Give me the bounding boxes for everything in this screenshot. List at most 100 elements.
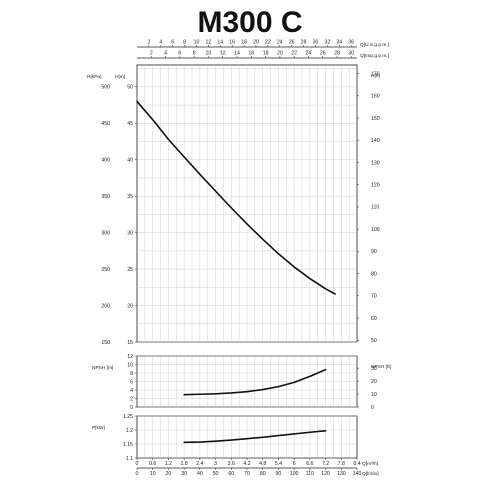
panel-npsh-right-axis-tick-label: 0 <box>371 405 374 411</box>
panel-head-left-axis-1-tick-label: 15 <box>127 340 133 346</box>
top-axis-0-label: Q[U.S.g.p.m.] <box>360 42 389 48</box>
panel-npsh-left-axis-0-tick-label: 0 <box>130 405 133 411</box>
panel-head-right-axis-label: H[ft] <box>371 73 380 79</box>
bottom-axis-1-label: Q[l/min] <box>362 471 379 477</box>
bottom-axis-0-tick-label: 3.6 <box>228 461 235 467</box>
top-axis-0-tick-label: 20 <box>253 40 259 46</box>
panel-head-right-axis-tick-label: 140 <box>371 138 380 144</box>
panel-power-left-axis-0-tick-label: 1.15 <box>123 442 133 448</box>
panel-npsh-left-axis-0-tick-label: 6 <box>130 379 133 385</box>
panel-head-left-axis-1-tick-label: 30 <box>127 230 133 236</box>
panel-head-right-axis-tick-label: 170 <box>371 71 380 77</box>
bottom-axis-1-tick-label: 40 <box>197 471 203 477</box>
panel-head-left-axis-1-tick-label: 40 <box>127 158 133 164</box>
panel-head-curve-0 <box>136 100 336 295</box>
bottom-axis-0-tick-label: 1.8 <box>181 461 188 467</box>
panel-power-left-axis-0-tick-label: 1.2 <box>126 428 133 434</box>
bottom-axis-1-tick-label: 100 <box>290 471 299 477</box>
top-axis-0-tick-label: 26 <box>289 40 295 46</box>
bottom-axis-1-tick-label: 130 <box>337 471 346 477</box>
bottom-axis-1-tick-label: 120 <box>321 471 330 477</box>
top-axis-0-tick-label: 36 <box>348 40 354 46</box>
panel-head-left-axis-0-label: H[kPa] <box>87 74 101 80</box>
top-axis-1-tick-label: 2 <box>150 51 153 57</box>
bottom-axis-0-tick-label: 7.8 <box>338 461 345 467</box>
panel-head-left-axis-1-tick-label: 45 <box>127 121 133 127</box>
panel-head-right-axis-tick-label: 110 <box>371 205 379 211</box>
top-axis-0-tick-label: 12 <box>205 40 211 46</box>
bottom-axis-1-tick-label: 20 <box>166 471 172 477</box>
panel-power-left-axis-0-tick-label: 1.1 <box>126 456 133 462</box>
panel-head-right-axis-tick-label: 160 <box>371 94 380 100</box>
bottom-axis-1-tick-label: 110 <box>306 471 314 477</box>
bottom-axis-1-tick-label: 80 <box>260 471 266 477</box>
bottom-axis-1-tick-label: 10 <box>150 471 156 477</box>
top-axis-0-tick-label: 10 <box>194 40 200 46</box>
bottom-axis-0-tick-label: 6 <box>293 461 296 467</box>
bottom-axis-0-label: Q[m³/h] <box>362 461 378 467</box>
bottom-axis-0-tick-label: 2.4 <box>196 461 203 467</box>
top-axis-0-tick-label: 18 <box>241 40 247 46</box>
panel-npsh-left-axis-0-tick-label: 12 <box>127 354 133 360</box>
bottom-axis-1-tick-label: 50 <box>213 471 219 477</box>
top-axis-1-tick-label: 30 <box>348 51 354 57</box>
top-axis-1-tick-label: 4 <box>164 51 167 57</box>
top-axis-1-tick-label: 16 <box>248 51 254 57</box>
panel-npsh-right-axis-tick-label: 10 <box>371 392 377 398</box>
panel-head-left-axis-0-tick-label: 150 <box>101 340 110 346</box>
bottom-axis-0-tick-label: 8.4 <box>353 461 360 467</box>
top-axis-1-tick-label: 10 <box>206 51 212 57</box>
bottom-axis-1-tick-label: 90 <box>276 471 282 477</box>
bottom-axis-1-tick-label: 140 <box>353 471 362 477</box>
top-axis-0-tick-label: 2 <box>147 40 150 46</box>
panel-head-right-axis-tick-label: 130 <box>371 160 380 166</box>
top-axis-1-tick-label: 22 <box>291 51 297 57</box>
panel-power-left-axis-0-label: P[kW] <box>92 425 105 431</box>
top-axis-0-tick-label: 8 <box>183 40 186 46</box>
bottom-axis-0-tick-label: 6.6 <box>306 461 313 467</box>
top-axis-0-tick-label: 30 <box>313 40 319 46</box>
panel-head-left-axis-0-tick-label: 500 <box>101 85 110 91</box>
bottom-axis-0-tick-label: 0 <box>136 461 139 467</box>
top-axis-0-tick-label: 14 <box>217 40 223 46</box>
top-axis-0-tick-label: 6 <box>171 40 174 46</box>
top-axis-1-tick-label: 6 <box>178 51 181 57</box>
top-axis-0-tick-label: 32 <box>324 40 330 46</box>
top-axis-1-tick-label: 8 <box>193 51 196 57</box>
top-axis-1-tick-label: 18 <box>263 51 269 57</box>
top-axis-0-tick-label: 34 <box>336 40 342 46</box>
panel-head-right-axis-tick-label: 70 <box>371 294 377 300</box>
panel-head-left-axis-0-tick-label: 450 <box>101 121 110 127</box>
panel-npsh-right-axis-tick-label: 30 <box>371 366 377 372</box>
bottom-axis-1-tick-label: 60 <box>228 471 234 477</box>
bottom-axis-0-tick-label: 4.8 <box>259 461 266 467</box>
panel-npsh-left-axis-0-tick-label: 2 <box>130 396 133 402</box>
panel-npsh-left-axis-0-label: NPSH [m] <box>92 365 113 371</box>
panel-head-right-axis-tick-label: 100 <box>371 227 380 233</box>
top-axis-1-tick-label: 12 <box>220 51 226 57</box>
panel-npsh-left-axis-0-tick-label: 10 <box>127 362 133 368</box>
bottom-axis-0-tick-label: 5.4 <box>275 461 282 467</box>
top-axis-0-tick-label: 28 <box>301 40 307 46</box>
panel-head-left-axis-1-tick-label: 20 <box>127 303 133 309</box>
bottom-axis-0-tick-label: 3 <box>214 461 217 467</box>
top-axis-1-label: Q[Imp.g.p.m.] <box>360 53 389 59</box>
panel-head-right-axis-tick-label: 120 <box>371 183 380 189</box>
top-axis-1-tick-label: 14 <box>234 51 240 57</box>
panel-head-left-axis-0-tick-label: 200 <box>101 303 110 309</box>
panel-power-curve-0 <box>183 430 327 444</box>
top-axis-1-tick-label: 20 <box>277 51 283 57</box>
panel-npsh-right-axis-label: NPSH [ft] <box>371 364 391 370</box>
panel-head-right-axis-tick-label: 60 <box>371 316 377 322</box>
panel-head-left-axis-0-tick-label: 300 <box>101 230 110 236</box>
top-axis-1-tick-label: 28 <box>334 51 340 57</box>
panel-npsh-left-axis-0-tick-label: 8 <box>130 371 133 377</box>
top-axis-0-tick-label: 22 <box>265 40 271 46</box>
panel-npsh-curve-0 <box>183 368 327 396</box>
panel-npsh-right-axis-tick-label: 20 <box>371 379 377 385</box>
panel-head-left-axis-1-tick-label: 35 <box>127 194 133 200</box>
top-axis-0-tick-label: 4 <box>159 40 162 46</box>
panel-head-left-axis-1-tick-label: 25 <box>127 267 133 273</box>
bottom-axis-0-tick-label: 0.6 <box>149 461 156 467</box>
top-axis-1-tick-label: 26 <box>320 51 326 57</box>
